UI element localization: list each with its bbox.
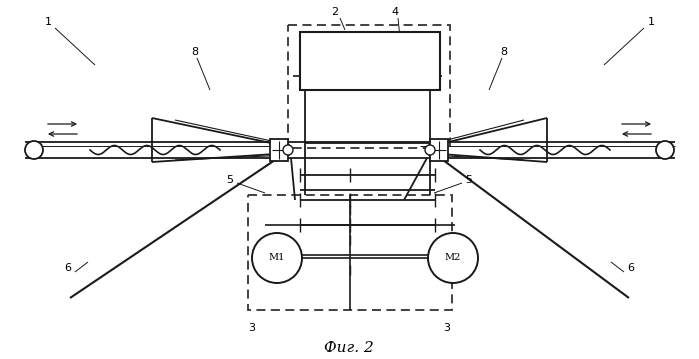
Text: М2: М2 xyxy=(445,253,461,262)
Text: 2: 2 xyxy=(331,7,338,17)
Text: 6: 6 xyxy=(64,263,71,273)
Text: 8: 8 xyxy=(500,47,507,57)
Bar xyxy=(430,139,448,161)
Circle shape xyxy=(656,141,674,159)
Bar xyxy=(288,25,450,148)
Text: 1: 1 xyxy=(45,17,52,27)
Circle shape xyxy=(25,141,43,159)
Text: 8: 8 xyxy=(192,47,199,57)
Circle shape xyxy=(283,145,293,155)
Text: 6: 6 xyxy=(628,263,635,273)
Text: 1: 1 xyxy=(647,17,654,27)
Bar xyxy=(300,32,440,90)
Circle shape xyxy=(428,233,478,283)
Bar xyxy=(270,139,288,161)
Text: 5: 5 xyxy=(226,175,233,185)
Text: 3: 3 xyxy=(443,323,450,333)
Text: М1: М1 xyxy=(269,253,285,262)
Circle shape xyxy=(425,145,435,155)
Text: 4: 4 xyxy=(391,7,398,17)
Bar xyxy=(248,195,452,310)
Circle shape xyxy=(252,233,302,283)
Text: 3: 3 xyxy=(249,323,256,333)
Text: 5: 5 xyxy=(466,175,473,185)
Text: Фиг. 2: Фиг. 2 xyxy=(324,341,374,355)
